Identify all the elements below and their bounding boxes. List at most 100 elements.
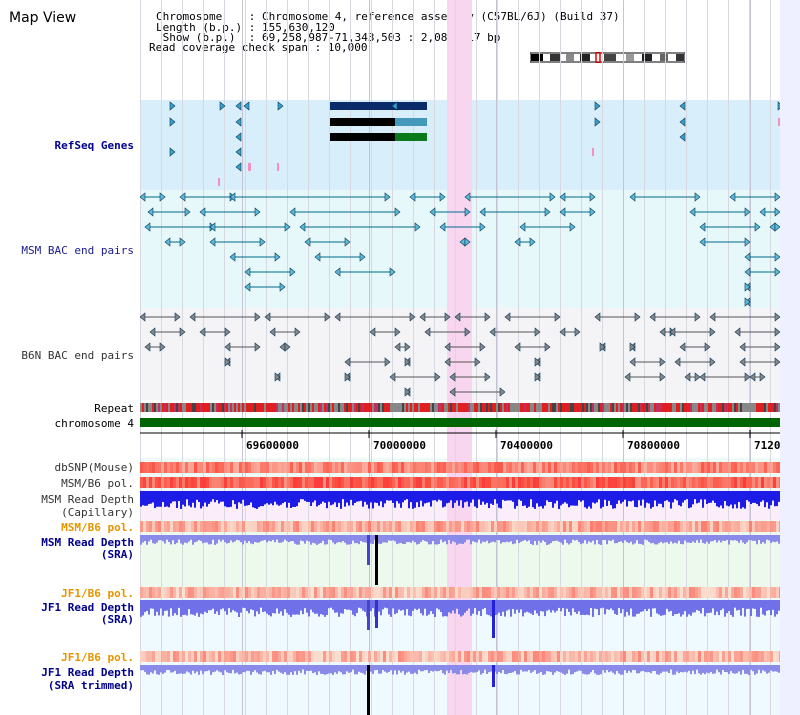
msm-bac-pair-end [359, 252, 366, 262]
msm-pol-cell [668, 477, 671, 488]
jf1-sra-depth [294, 600, 296, 615]
track-label-b6n-bac[interactable]: B6N BAC end pairs [21, 349, 134, 362]
jf1-trim-depth [334, 665, 336, 673]
jf1-sra-depth [604, 600, 606, 615]
jf1-trim-depth [524, 665, 526, 672]
msm-bac-pair-end [774, 222, 780, 232]
jf1-sra-depth [170, 600, 172, 609]
msm-pol-cell [209, 477, 212, 488]
msm-bac-pair-end [559, 192, 566, 202]
jf1-pol-cell [584, 587, 587, 598]
b6n-bac-pair-end [759, 372, 766, 382]
jf1-sra-depth [678, 600, 680, 614]
repeat-block [430, 403, 432, 412]
jf1-sra-depth [724, 600, 726, 617]
chromosome-ideogram[interactable] [530, 52, 685, 63]
msm-cap-depth [672, 491, 674, 503]
msm-cap-depth [584, 491, 586, 508]
msm-pol2-cell [353, 521, 356, 532]
track-label-refseq[interactable]: RefSeq Genes [54, 139, 134, 152]
repeat-block [426, 403, 428, 412]
track-label-jf1-b6-pol-2: JF1/B6 pol. [61, 651, 134, 664]
jf1-pol2-cell [272, 651, 275, 662]
repeat-block [442, 403, 444, 412]
msm-cap-depth [518, 491, 520, 500]
dbsnp-cell [506, 462, 509, 473]
msm-cap-depth [444, 491, 446, 507]
msm-sra-depth [234, 535, 236, 542]
msm-sra-depth [684, 535, 686, 541]
jf1-trim-depth [340, 665, 342, 673]
msm-cap-depth [626, 491, 628, 507]
msm-pol-cell [350, 477, 353, 488]
msm-sra-depth [342, 535, 344, 542]
repeat-block [580, 403, 582, 412]
msm-sra-depth [752, 535, 754, 541]
jf1-trim-depth [552, 665, 554, 675]
jf1-sra-depth [208, 600, 210, 611]
msm-cap-depth [198, 491, 200, 503]
msm-bac-pair-end [394, 207, 401, 217]
msm-pol2-cell [308, 521, 311, 532]
dbsnp-cell [224, 462, 227, 473]
jf1-sra-depth [650, 600, 652, 617]
msm-pol2-cell [212, 521, 215, 532]
jf1-pol-cell [254, 587, 257, 598]
jf1-pol-cell [521, 587, 524, 598]
dbsnp-cell [608, 462, 611, 473]
jf1-pol2-cell [431, 651, 434, 662]
jf1-pol2-cell [677, 651, 680, 662]
jf1-pol2-cell [248, 651, 251, 662]
track-canvas[interactable]: 6960000070000000704000007080000071200000 [140, 0, 780, 715]
track-label-msm-bac[interactable]: MSM BAC end pairs [21, 244, 134, 257]
msm-cap-depth [622, 491, 624, 502]
repeat-block [470, 403, 472, 412]
repeat-block [284, 403, 286, 412]
msm-cap-depth [448, 491, 450, 503]
jf1-pol-cell [383, 587, 386, 598]
jf1-pol-cell [734, 587, 737, 598]
msm-pol-cell [770, 477, 773, 488]
jf1-pol-cell [476, 587, 479, 598]
msm-pol-cell [671, 477, 674, 488]
jf1-sra-depth [704, 600, 706, 617]
msm-cap-depth [614, 491, 616, 509]
msm-pol-cell [749, 477, 752, 488]
jf1-trim-depth [320, 665, 322, 674]
msm-sra-depth [392, 535, 394, 541]
msm-pol-cell [467, 477, 470, 488]
msm-pol-cell [590, 477, 593, 488]
dbsnp-cell [305, 462, 308, 473]
msm-cap-depth [608, 491, 610, 501]
jf1-pol-cell [743, 587, 746, 598]
msm-pol-cell [173, 477, 176, 488]
msm-sra-depth [724, 535, 726, 541]
jf1-pol-cell [263, 587, 266, 598]
jf1-trim-depth [572, 665, 574, 675]
jf1-pol-cell [506, 587, 509, 598]
repeat-block [432, 403, 434, 412]
repeat-block [338, 403, 340, 412]
msm-pol2-cell [770, 521, 773, 532]
jf1-pol-cell [611, 587, 614, 598]
msm-pol-cell [680, 477, 683, 488]
dbsnp-cell [398, 462, 401, 473]
jf1-pol-cell [311, 587, 314, 598]
jf1-sra-depth [408, 600, 410, 616]
msm-cap-depth [170, 491, 172, 504]
repeat-block [636, 403, 638, 412]
dbsnp-cell [368, 462, 371, 473]
jf1-sra-depth [166, 600, 168, 611]
jf1-pol-cell [350, 587, 353, 598]
vertical-scroll-strip[interactable] [780, 0, 800, 715]
jf1-sra-depth [278, 600, 280, 614]
track-features[interactable] [140, 101, 780, 715]
repeat-block [238, 403, 240, 412]
msm-pol2-cell [152, 521, 155, 532]
repeat-block [144, 403, 146, 412]
jf1-sra-depth [356, 600, 358, 613]
jf1-pol2-cell [353, 651, 356, 662]
jf1-sra-depth [340, 600, 342, 614]
repeat-block [158, 403, 160, 412]
repeat-block [412, 403, 414, 412]
